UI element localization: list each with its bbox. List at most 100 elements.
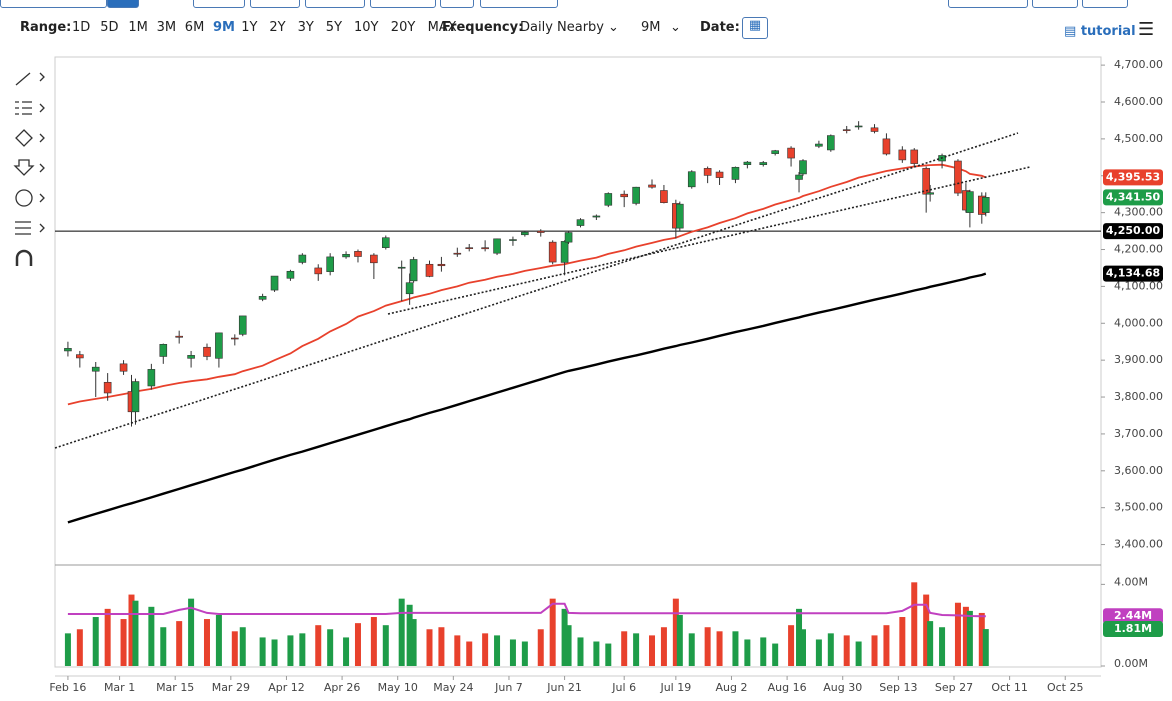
y-tick-label: 4,100.00 [1114,279,1163,292]
range-button[interactable]: 3Y [297,20,314,35]
tool-icon[interactable] [13,159,35,176]
candle-body [231,337,239,340]
x-tick-label: Aug 2 [715,681,747,694]
button[interactable] [193,0,245,8]
price-tag-label: 1.81M [1114,622,1152,635]
x-tick-label: Apr 12 [268,681,305,694]
button[interactable] [250,0,300,8]
tool-icon[interactable] [15,129,33,147]
range-button[interactable]: 6M [184,20,205,35]
period-select[interactable]: 9M [641,20,661,35]
volume-bar [577,637,584,666]
volume-bar [633,633,640,666]
plot-frame [54,56,1102,668]
tool-icon[interactable] [15,72,31,86]
volume-bar [104,608,111,666]
chevron: ⌄ [670,20,681,35]
volume-bar [370,617,377,666]
frequency-select[interactable]: Daily Nearby [520,20,605,35]
range-button[interactable]: 5D [100,20,119,35]
menu-icon[interactable]: ☰ [1138,19,1155,40]
toolbar: Range: 1D 5D 1M 3M 6M 9M 1Y 2Y 3Y 5Y 10Y 20Y MAX Fre… [0,0,1172,46]
volume-bar [796,608,803,666]
volume-bar [716,631,723,666]
button[interactable] [1032,0,1078,8]
candle-body [481,247,489,250]
candle-body [898,149,907,161]
candle-body [715,171,724,178]
candle-body [521,231,529,236]
x-tick-label: Apr 26 [324,681,361,694]
tool-icon[interactable] [15,189,33,207]
volume-bar [160,627,167,666]
go-button[interactable] [107,0,139,8]
range-button[interactable]: 3M [156,20,177,35]
button[interactable] [305,0,365,8]
candle-body [238,315,247,335]
range-button[interactable]: 9M [213,20,235,35]
x-tick-label: May 10 [378,681,418,694]
tool-icon[interactable] [15,101,32,115]
range-button[interactable]: 2Y [269,20,286,35]
x-tick-label: Aug 30 [823,681,862,694]
range-button[interactable]: MAX [427,20,457,35]
candle-body [453,252,462,255]
tool-icon[interactable] [15,221,31,235]
range-button[interactable]: 10Y [354,20,379,35]
candle-body [604,193,613,206]
volume-bar [605,643,612,666]
range-button[interactable]: 1M [128,20,148,35]
price-tag-label: 4,134.68 [1106,267,1160,280]
magnet-icon[interactable] [15,249,33,266]
candle-body [203,346,211,357]
volume-bar [911,582,918,666]
range-button[interactable]: 5Y [325,20,343,35]
button[interactable] [370,0,436,8]
candle-body [827,135,835,151]
volume-bar [788,625,795,666]
candle-body [954,160,962,194]
calendar-button[interactable]: ▦ [742,17,768,39]
chevron [39,133,45,143]
volume-bar [343,637,350,666]
line [67,602,986,618]
volume-bar [398,598,405,666]
candle-body [370,254,378,264]
candle-body [175,335,183,338]
button[interactable] [948,0,1028,8]
candle-body [576,219,585,226]
volume-bar [954,602,961,666]
volume-bar [176,621,183,666]
y-tick-label: 3,500.00 [1114,501,1163,514]
range-button[interactable]: 1D [72,20,91,35]
candle-body [405,282,414,295]
volume-bar [549,598,556,666]
x-tick-label: Aug 16 [768,681,807,694]
volume-bar [621,631,628,666]
y-tick-label: 3,900.00 [1114,353,1163,366]
volume-bar [410,619,417,666]
candle-body [131,381,140,413]
y-tick-label: 3,600.00 [1114,464,1163,477]
y-tick-label: 0.00M [1114,657,1148,670]
button[interactable] [440,0,474,8]
chevron [39,72,45,82]
x-tick-label: Jun 21 [546,681,582,694]
volume-bar [509,639,516,666]
x-tick-label: Feb 16 [49,681,86,694]
price-tag [1103,608,1163,625]
range-button[interactable]: 20Y [390,20,416,35]
candle-body [703,168,712,176]
range-button[interactable]: 1Y [241,20,258,35]
volume-bar [772,643,779,666]
x-tick-label: Oct 25 [1047,681,1084,694]
button[interactable] [480,0,558,8]
x-tick-label: Mar 15 [156,681,194,694]
candle-body [103,381,112,394]
volume-bar [561,608,568,666]
x-tick-label: Jul 19 [659,681,691,694]
button[interactable] [1082,0,1128,8]
tutorial-link[interactable]: ▤ tutorial [1064,24,1136,39]
volume-bar [982,629,989,666]
